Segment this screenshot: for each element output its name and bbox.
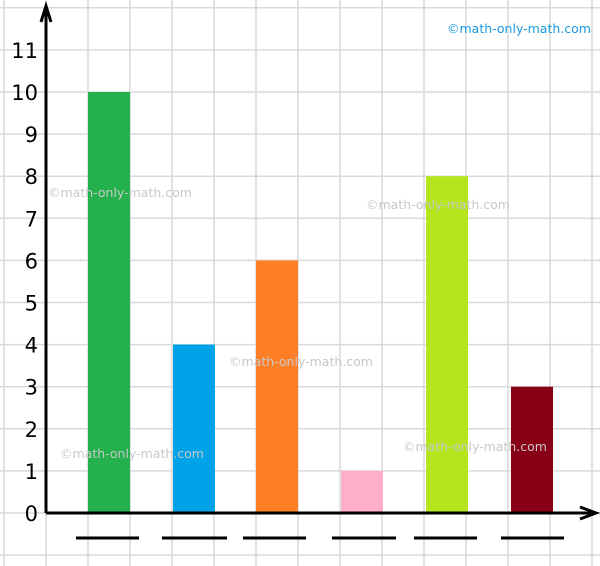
y-tick-label: 11: [11, 39, 38, 63]
x-axis-arrow: [579, 505, 600, 521]
y-tick-label: 10: [11, 81, 38, 105]
y-axis-arrow: [39, 0, 53, 23]
bar-1: [88, 92, 130, 513]
watermark: ©math-only-math.com: [229, 354, 373, 369]
y-tick-label: 2: [25, 418, 38, 442]
y-tick-label: 4: [25, 334, 38, 358]
bar-3: [256, 260, 298, 513]
y-tick-label: 6: [25, 249, 38, 273]
y-tick-label: 1: [25, 460, 38, 484]
watermark: ©math-only-math.com: [60, 446, 204, 461]
y-tick-label: 7: [25, 207, 38, 231]
y-tick-label: 0: [25, 502, 38, 526]
watermark: ©math-only-math.com: [403, 439, 547, 454]
y-tick-label: 5: [25, 292, 38, 316]
watermark: ©math-only-math.com: [366, 197, 510, 212]
y-tick-label: 8: [25, 165, 38, 189]
bar-6: [511, 386, 553, 513]
y-tick-label: 9: [25, 123, 38, 147]
y-tick-label: 3: [25, 376, 38, 400]
bar-5: [426, 176, 468, 513]
bar-4: [341, 470, 383, 513]
bar-2: [173, 344, 215, 513]
watermark: ©math-only-math.com: [48, 185, 192, 200]
watermark-top: ©math-only-math.com: [447, 21, 591, 36]
